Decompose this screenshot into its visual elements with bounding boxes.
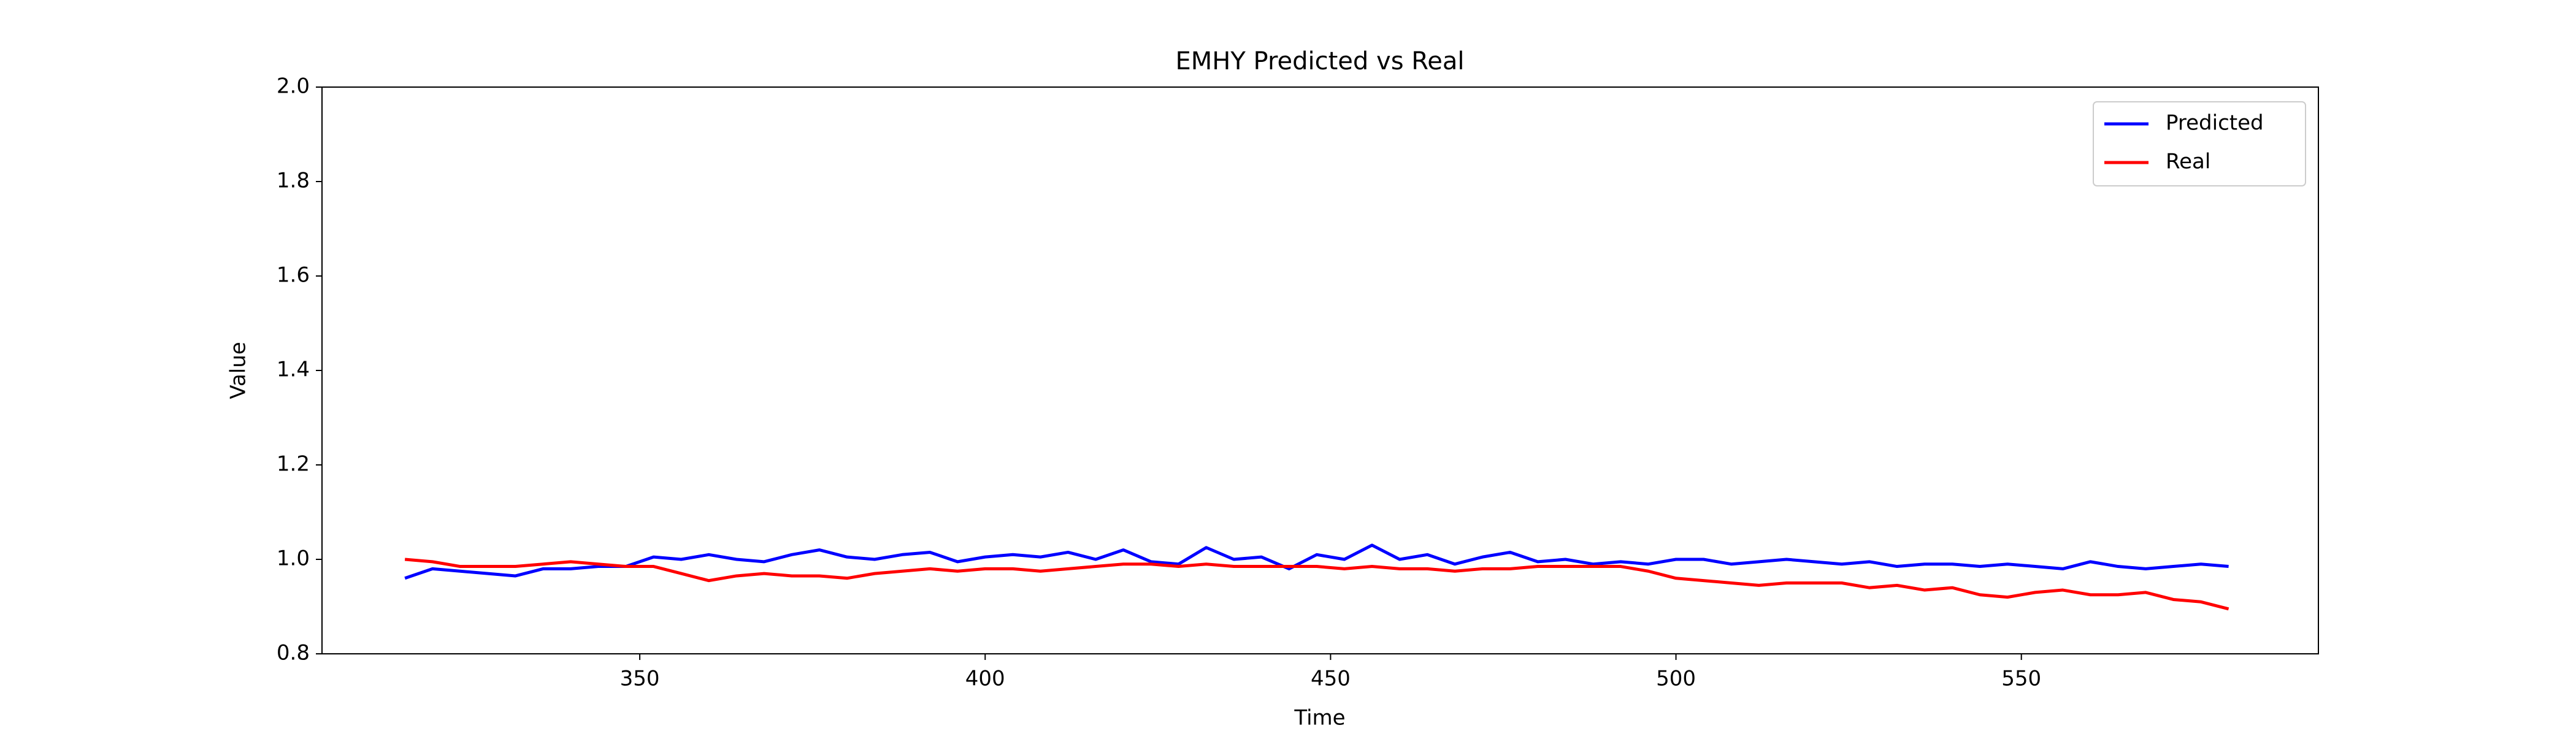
series-line bbox=[404, 543, 2229, 580]
y-axis-label: Value bbox=[226, 342, 251, 399]
legend-label: Real bbox=[2166, 150, 2210, 174]
chart-title: EMHY Predicted vs Real bbox=[1176, 47, 1465, 75]
y-tick-label: 1.0 bbox=[277, 546, 310, 571]
series-line bbox=[404, 558, 2229, 611]
y-tick-label: 1.4 bbox=[277, 358, 310, 382]
y-tick-label: 2.0 bbox=[277, 74, 310, 99]
x-tick-label: 400 bbox=[965, 667, 1005, 691]
y-tick-label: 1.8 bbox=[277, 169, 310, 193]
legend-label: Predicted bbox=[2166, 111, 2264, 136]
y-tick-label: 0.8 bbox=[277, 641, 310, 665]
x-tick-label: 350 bbox=[620, 667, 660, 691]
y-tick-label: 1.6 bbox=[277, 263, 310, 288]
y-tick-label: 1.2 bbox=[277, 452, 310, 477]
x-tick-label: 550 bbox=[2001, 667, 2041, 691]
x-tick-label: 450 bbox=[1311, 667, 1351, 691]
x-axis-label: Time bbox=[1294, 706, 1345, 730]
plot-frame bbox=[321, 86, 2319, 654]
x-tick-label: 500 bbox=[1656, 667, 1696, 691]
